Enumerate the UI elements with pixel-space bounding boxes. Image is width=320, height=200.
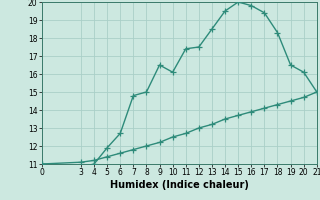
- X-axis label: Humidex (Indice chaleur): Humidex (Indice chaleur): [110, 180, 249, 190]
